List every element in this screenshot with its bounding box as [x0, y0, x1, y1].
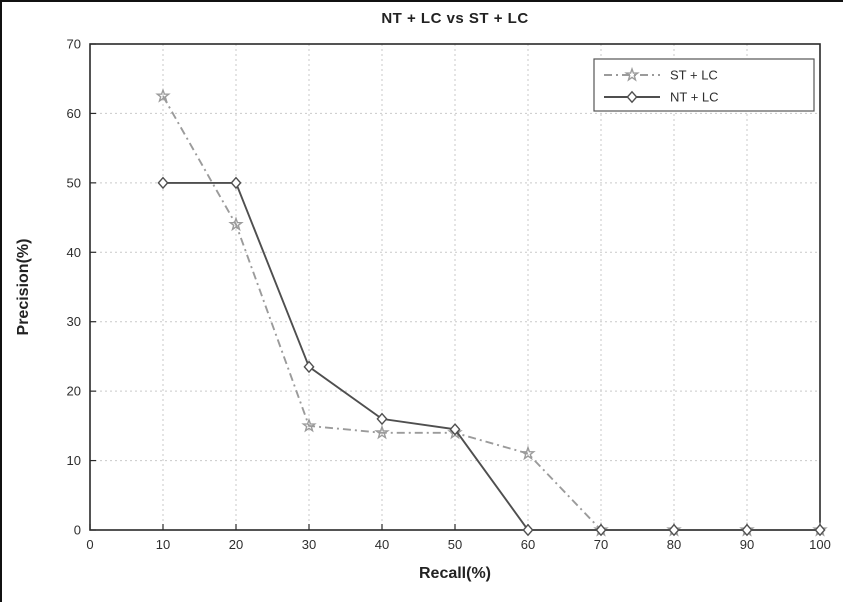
y-tick-label: 10	[67, 453, 81, 468]
y-tick-label: 30	[67, 314, 81, 329]
x-tick-label: 30	[302, 537, 316, 552]
data-point-marker	[374, 424, 390, 440]
y-tick-label: 50	[67, 175, 81, 190]
legend-label: ST + LC	[670, 68, 718, 83]
data-point-marker	[303, 360, 315, 374]
data-point-marker	[814, 523, 826, 537]
y-tick-label: 40	[67, 245, 81, 260]
series-line-nt-lc	[163, 181, 820, 531]
data-point-marker	[520, 445, 536, 461]
x-tick-label: 90	[740, 537, 754, 552]
x-tick-label: 100	[809, 537, 831, 552]
y-tick-label: 60	[67, 106, 81, 121]
x-tick-label: 20	[229, 537, 243, 552]
data-point-marker	[522, 523, 534, 537]
data-point-marker	[595, 523, 607, 537]
data-point-marker	[668, 523, 680, 537]
x-tick-label: 70	[594, 537, 608, 552]
x-tick-label: 80	[667, 537, 681, 552]
legend-label: NT + LC	[670, 90, 719, 105]
legend-box	[593, 58, 815, 112]
data-point-marker	[626, 90, 638, 104]
x-axis-label: Recall(%)	[418, 565, 492, 582]
y-tick-label: 70	[67, 37, 81, 52]
plot-border	[89, 43, 821, 531]
x-tick-label: 50	[448, 537, 462, 552]
data-point-marker	[155, 87, 171, 103]
y-tick-label: 20	[67, 384, 81, 399]
data-point-marker	[741, 523, 753, 537]
x-tick-label: 60	[521, 537, 535, 552]
data-point-marker	[624, 66, 640, 82]
x-tick-label: 10	[156, 537, 170, 552]
x-tick-label: 40	[375, 537, 389, 552]
data-point-marker	[449, 423, 461, 436]
data-point-marker	[376, 412, 388, 426]
series-line-st-lc	[162, 95, 820, 531]
x-tick-label: 0	[86, 537, 93, 552]
chart-title: NT + LC vs ST + LC	[381, 10, 529, 27]
data-point-marker	[157, 176, 169, 190]
data-point-marker	[228, 216, 244, 232]
y-tick-label: 0	[74, 523, 81, 538]
data-point-marker	[301, 417, 317, 433]
data-point-marker	[230, 176, 242, 190]
